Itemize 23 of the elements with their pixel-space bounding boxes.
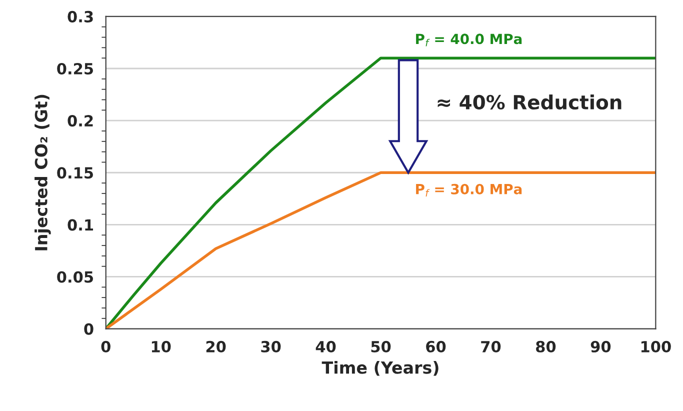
y-tick-label: 0.3 [68, 10, 93, 22]
series-label: P$_{f}$ = 40.0 MPa [416, 34, 522, 46]
x-tick-label: 100 [641, 340, 671, 352]
y-tick-label: 0.15 [57, 167, 93, 179]
x-tick-label: 20 [206, 340, 226, 352]
y-tick-label: 0.05 [57, 271, 93, 283]
x-tick-label: 30 [261, 340, 281, 352]
x-tick-label: 60 [426, 340, 446, 352]
y-axis-title: Injected CO₂ (Gt) [34, 94, 51, 250]
x-tick-label: 40 [316, 340, 336, 352]
y-tick-label: 0.25 [57, 62, 93, 75]
x-tick-label: 80 [536, 340, 556, 352]
x-tick-label: 70 [481, 340, 501, 352]
x-axis-title: Time (Years) [322, 360, 438, 376]
x-tick-label: 50 [371, 340, 391, 352]
x-tick-label: 90 [590, 340, 611, 352]
y-tick-label: 0 [84, 323, 94, 335]
x-tick-label: 10 [152, 340, 171, 352]
y-tick-label: 0.1 [68, 219, 94, 231]
series-label: P$_{f}$ = 30.0 MPa [416, 184, 522, 196]
y-tick-label: 0.2 [68, 115, 93, 127]
annotation: ≈ 40% Reduction [438, 94, 622, 110]
x-tick-label: 0 [101, 340, 110, 352]
